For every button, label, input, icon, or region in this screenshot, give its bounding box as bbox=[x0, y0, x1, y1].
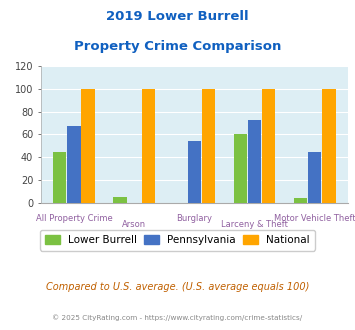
Text: Arson: Arson bbox=[122, 220, 146, 229]
Bar bbox=[188, 141, 201, 203]
Text: 2019 Lower Burrell: 2019 Lower Burrell bbox=[106, 10, 249, 23]
Text: Property Crime Comparison: Property Crime Comparison bbox=[74, 40, 281, 52]
Bar bbox=[234, 135, 247, 203]
Bar bbox=[81, 89, 95, 203]
Bar bbox=[262, 89, 275, 203]
Bar bbox=[53, 151, 66, 203]
Text: Motor Vehicle Theft: Motor Vehicle Theft bbox=[274, 214, 355, 223]
Text: Compared to U.S. average. (U.S. average equals 100): Compared to U.S. average. (U.S. average … bbox=[46, 282, 309, 292]
Bar bbox=[294, 198, 307, 203]
Text: Burglary: Burglary bbox=[176, 214, 212, 223]
Bar bbox=[113, 197, 127, 203]
Bar bbox=[308, 151, 321, 203]
Bar bbox=[322, 89, 335, 203]
Legend: Lower Burrell, Pennsylvania, National: Lower Burrell, Pennsylvania, National bbox=[40, 230, 315, 250]
Bar bbox=[202, 89, 215, 203]
Bar bbox=[248, 120, 261, 203]
Bar bbox=[142, 89, 155, 203]
Text: Larceny & Theft: Larceny & Theft bbox=[221, 220, 288, 229]
Bar bbox=[67, 126, 81, 203]
Text: All Property Crime: All Property Crime bbox=[36, 214, 112, 223]
Text: © 2025 CityRating.com - https://www.cityrating.com/crime-statistics/: © 2025 CityRating.com - https://www.city… bbox=[53, 314, 302, 321]
